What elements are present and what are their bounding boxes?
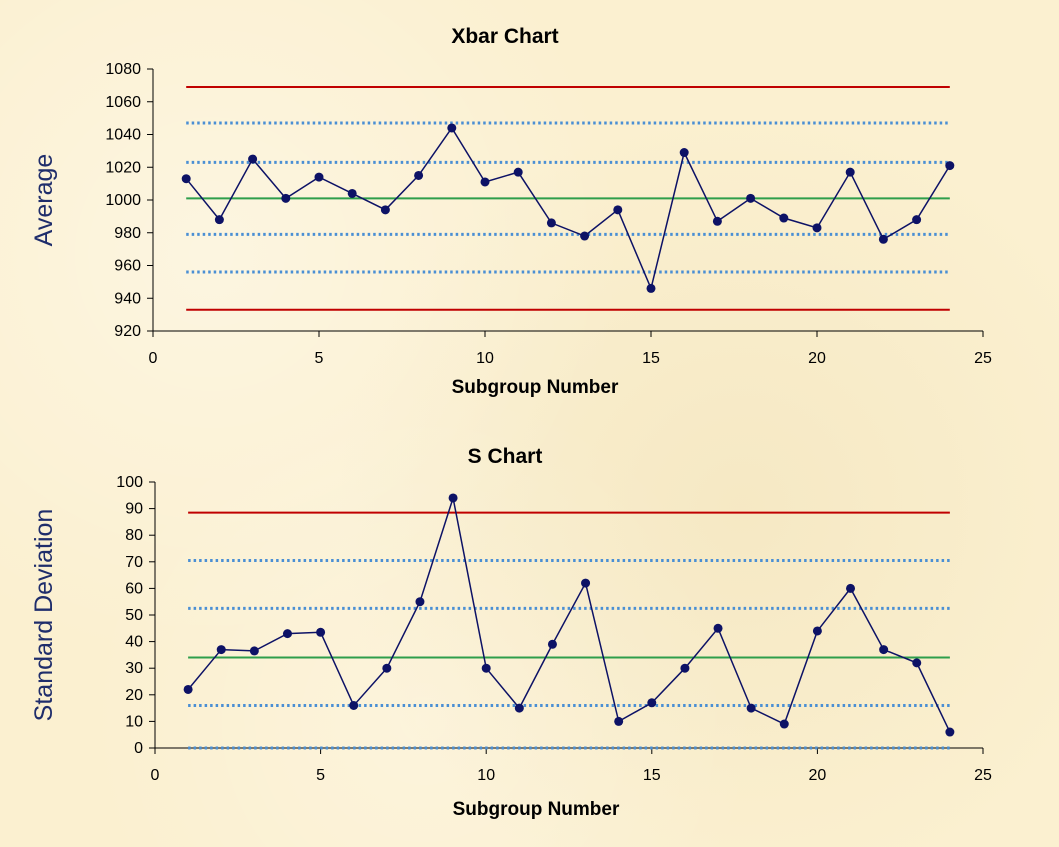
xbar-data-point	[414, 170, 424, 180]
s-data-point	[614, 716, 624, 726]
s-data-point	[912, 658, 922, 668]
s-chart: S Chart 0 10 20 30 40 50 60 70 80 90 100 0 5 10 15 20 25 S…	[30, 445, 992, 820]
s-y-tick-label: 90	[125, 501, 143, 518]
xbar-data-point	[480, 177, 490, 187]
s-data-point	[812, 626, 822, 636]
s-x-tick-label: 20	[809, 767, 827, 784]
xbar-y-tick-label: 1000	[105, 192, 141, 209]
s-data-point	[216, 645, 226, 655]
xbar-y-tick-label: 980	[114, 225, 141, 242]
xbar-data-point	[546, 218, 556, 228]
xbar-x-tick-label: 20	[808, 350, 826, 367]
xbar-data-point	[214, 215, 224, 225]
xbar-data-point	[845, 167, 855, 177]
s-x-tick-label: 5	[316, 767, 325, 784]
xbar-data-point	[712, 216, 722, 226]
s-series-line	[187, 497, 951, 733]
xbar-y-tick-label: 1060	[105, 94, 141, 111]
xbar-data-point	[646, 283, 656, 293]
s-y-tick-label: 40	[125, 634, 143, 651]
xbar-data-point	[248, 154, 258, 164]
s-chart-title: S Chart	[468, 445, 543, 468]
xbar-data-point	[812, 223, 822, 233]
xbar-data-point	[878, 234, 888, 244]
xbar-data-point	[613, 205, 623, 215]
xbar-data-point	[912, 215, 922, 225]
xbar-x-tick-label: 15	[642, 350, 660, 367]
xbar-x-tick-label: 0	[149, 350, 158, 367]
xbar-y-axis-label: Average	[30, 154, 58, 247]
s-x-tick-label: 10	[477, 767, 495, 784]
xbar-data-point	[513, 167, 523, 177]
s-data-point	[581, 578, 591, 588]
s-y-tick-label: 50	[125, 607, 143, 624]
xbar-x-tick-label: 5	[315, 350, 324, 367]
xbar-y-tick-label: 1020	[105, 159, 141, 176]
s-data-point	[879, 645, 889, 655]
xbar-chart-title: Xbar Chart	[451, 25, 558, 48]
xbar-y-tick-label: 1040	[105, 127, 141, 144]
s-y-tick-label: 100	[116, 474, 143, 491]
s-data-point	[316, 627, 326, 637]
xbar-data-point	[779, 213, 789, 223]
s-data-point	[547, 639, 557, 649]
xbar-data-point	[447, 123, 457, 133]
s-data-point	[514, 703, 524, 713]
s-data-point	[282, 629, 292, 639]
xbar-y-tick-label: 940	[114, 290, 141, 307]
s-y-tick-label: 20	[125, 687, 143, 704]
xbar-series-line	[185, 126, 951, 291]
s-data-point	[183, 684, 193, 694]
xbar-data-point	[181, 174, 191, 184]
s-y-tick-label: 10	[125, 713, 143, 730]
xbar-data-point	[347, 188, 357, 198]
s-data-point	[382, 663, 392, 673]
s-x-tick-label: 15	[643, 767, 661, 784]
xbar-data-point	[679, 148, 689, 158]
s-data-point	[846, 583, 856, 593]
s-y-tick-label: 70	[125, 554, 143, 571]
s-y-tick-label: 30	[125, 660, 143, 677]
s-y-tick-label: 80	[125, 527, 143, 544]
s-data-point	[647, 698, 657, 708]
s-y-tick-label: 0	[134, 740, 143, 757]
xbar-y-tick-label: 960	[114, 258, 141, 275]
xbar-y-tick-label: 920	[114, 323, 141, 340]
xbar-chart: Xbar Chart920940960980100010201040106010…	[30, 25, 992, 398]
s-data-point	[713, 623, 723, 633]
s-data-point	[680, 663, 690, 673]
s-x-tick-label: 0	[151, 767, 160, 784]
xbar-data-point	[746, 193, 756, 203]
xbar-x-axis-label: Subgroup Number	[452, 377, 619, 398]
xbar-data-point	[281, 193, 291, 203]
s-y-tick-label: 60	[125, 580, 143, 597]
xbar-y-tick-label: 1080	[105, 61, 141, 78]
xbar-x-tick-label: 25	[974, 350, 992, 367]
s-data-point	[779, 719, 789, 729]
s-data-point	[415, 597, 425, 607]
s-x-tick-label: 25	[974, 767, 992, 784]
xbar-data-point	[380, 205, 390, 215]
s-data-point	[481, 663, 491, 673]
s-data-point	[746, 703, 756, 713]
s-data-point	[945, 727, 955, 737]
s-x-axis-label: Subgroup Number	[453, 799, 620, 820]
s-data-point	[448, 493, 458, 503]
xbar-data-point	[580, 231, 590, 241]
s-data-point	[249, 646, 259, 656]
xbar-x-tick-label: 10	[476, 350, 494, 367]
s-data-point	[349, 700, 359, 710]
s-y-axis-label: Standard Deviation	[30, 509, 58, 722]
xbar-data-point	[314, 172, 324, 182]
xbar-data-point	[945, 161, 955, 171]
